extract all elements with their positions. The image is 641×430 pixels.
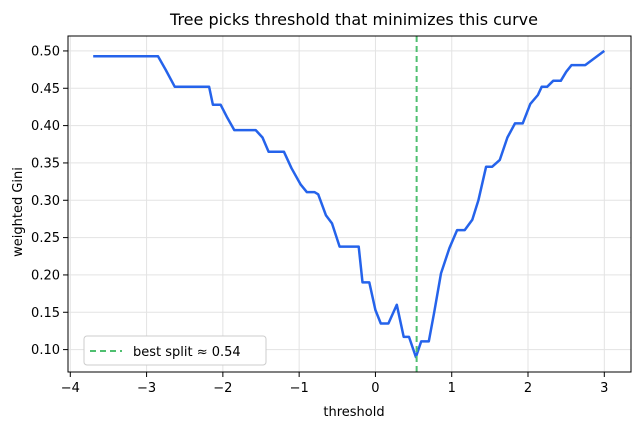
grid — [68, 36, 631, 372]
x-tick-label: 1 — [448, 381, 456, 396]
series-line — [93, 49, 606, 359]
y-tick-label: 0.50 — [31, 44, 60, 59]
y-axis-label: weighted Gini — [11, 167, 26, 257]
x-tick-label: −3 — [137, 381, 156, 396]
plot-frame — [67, 35, 632, 373]
y-tick-label: 0.10 — [31, 343, 60, 358]
y-tick-label: 0.30 — [31, 194, 60, 209]
x-axis: −4 −3 −2 −1 0 1 2 3 — [61, 372, 608, 396]
y-tick-label: 0.35 — [31, 156, 60, 171]
plot-area — [93, 36, 606, 372]
x-tick-label: −4 — [61, 381, 80, 396]
legend-box — [83, 335, 267, 366]
y-axis: 0.10 0.15 0.20 0.25 0.30 0.35 0.40 0.45 0.50 — [31, 44, 68, 358]
x-tick-label: 3 — [600, 381, 608, 396]
x-tick-label: 0 — [371, 381, 379, 396]
y-tick-label: 0.40 — [31, 119, 60, 134]
x-axis-label: threshold — [323, 405, 384, 420]
y-tick-label: 0.45 — [31, 82, 60, 97]
legend-label: best split ≈ 0.54 — [133, 345, 241, 360]
x-tick-label: −2 — [213, 381, 232, 396]
x-tick-label: 2 — [524, 381, 532, 396]
y-tick-label: 0.15 — [31, 306, 60, 321]
x-tick-label: −1 — [290, 381, 309, 396]
y-tick-label: 0.25 — [31, 231, 60, 246]
y-tick-label: 0.20 — [31, 268, 60, 283]
legend: best split ≈ 0.54 — [83, 335, 267, 366]
chart-title: Tree picks threshold that minimizes this… — [169, 10, 538, 29]
